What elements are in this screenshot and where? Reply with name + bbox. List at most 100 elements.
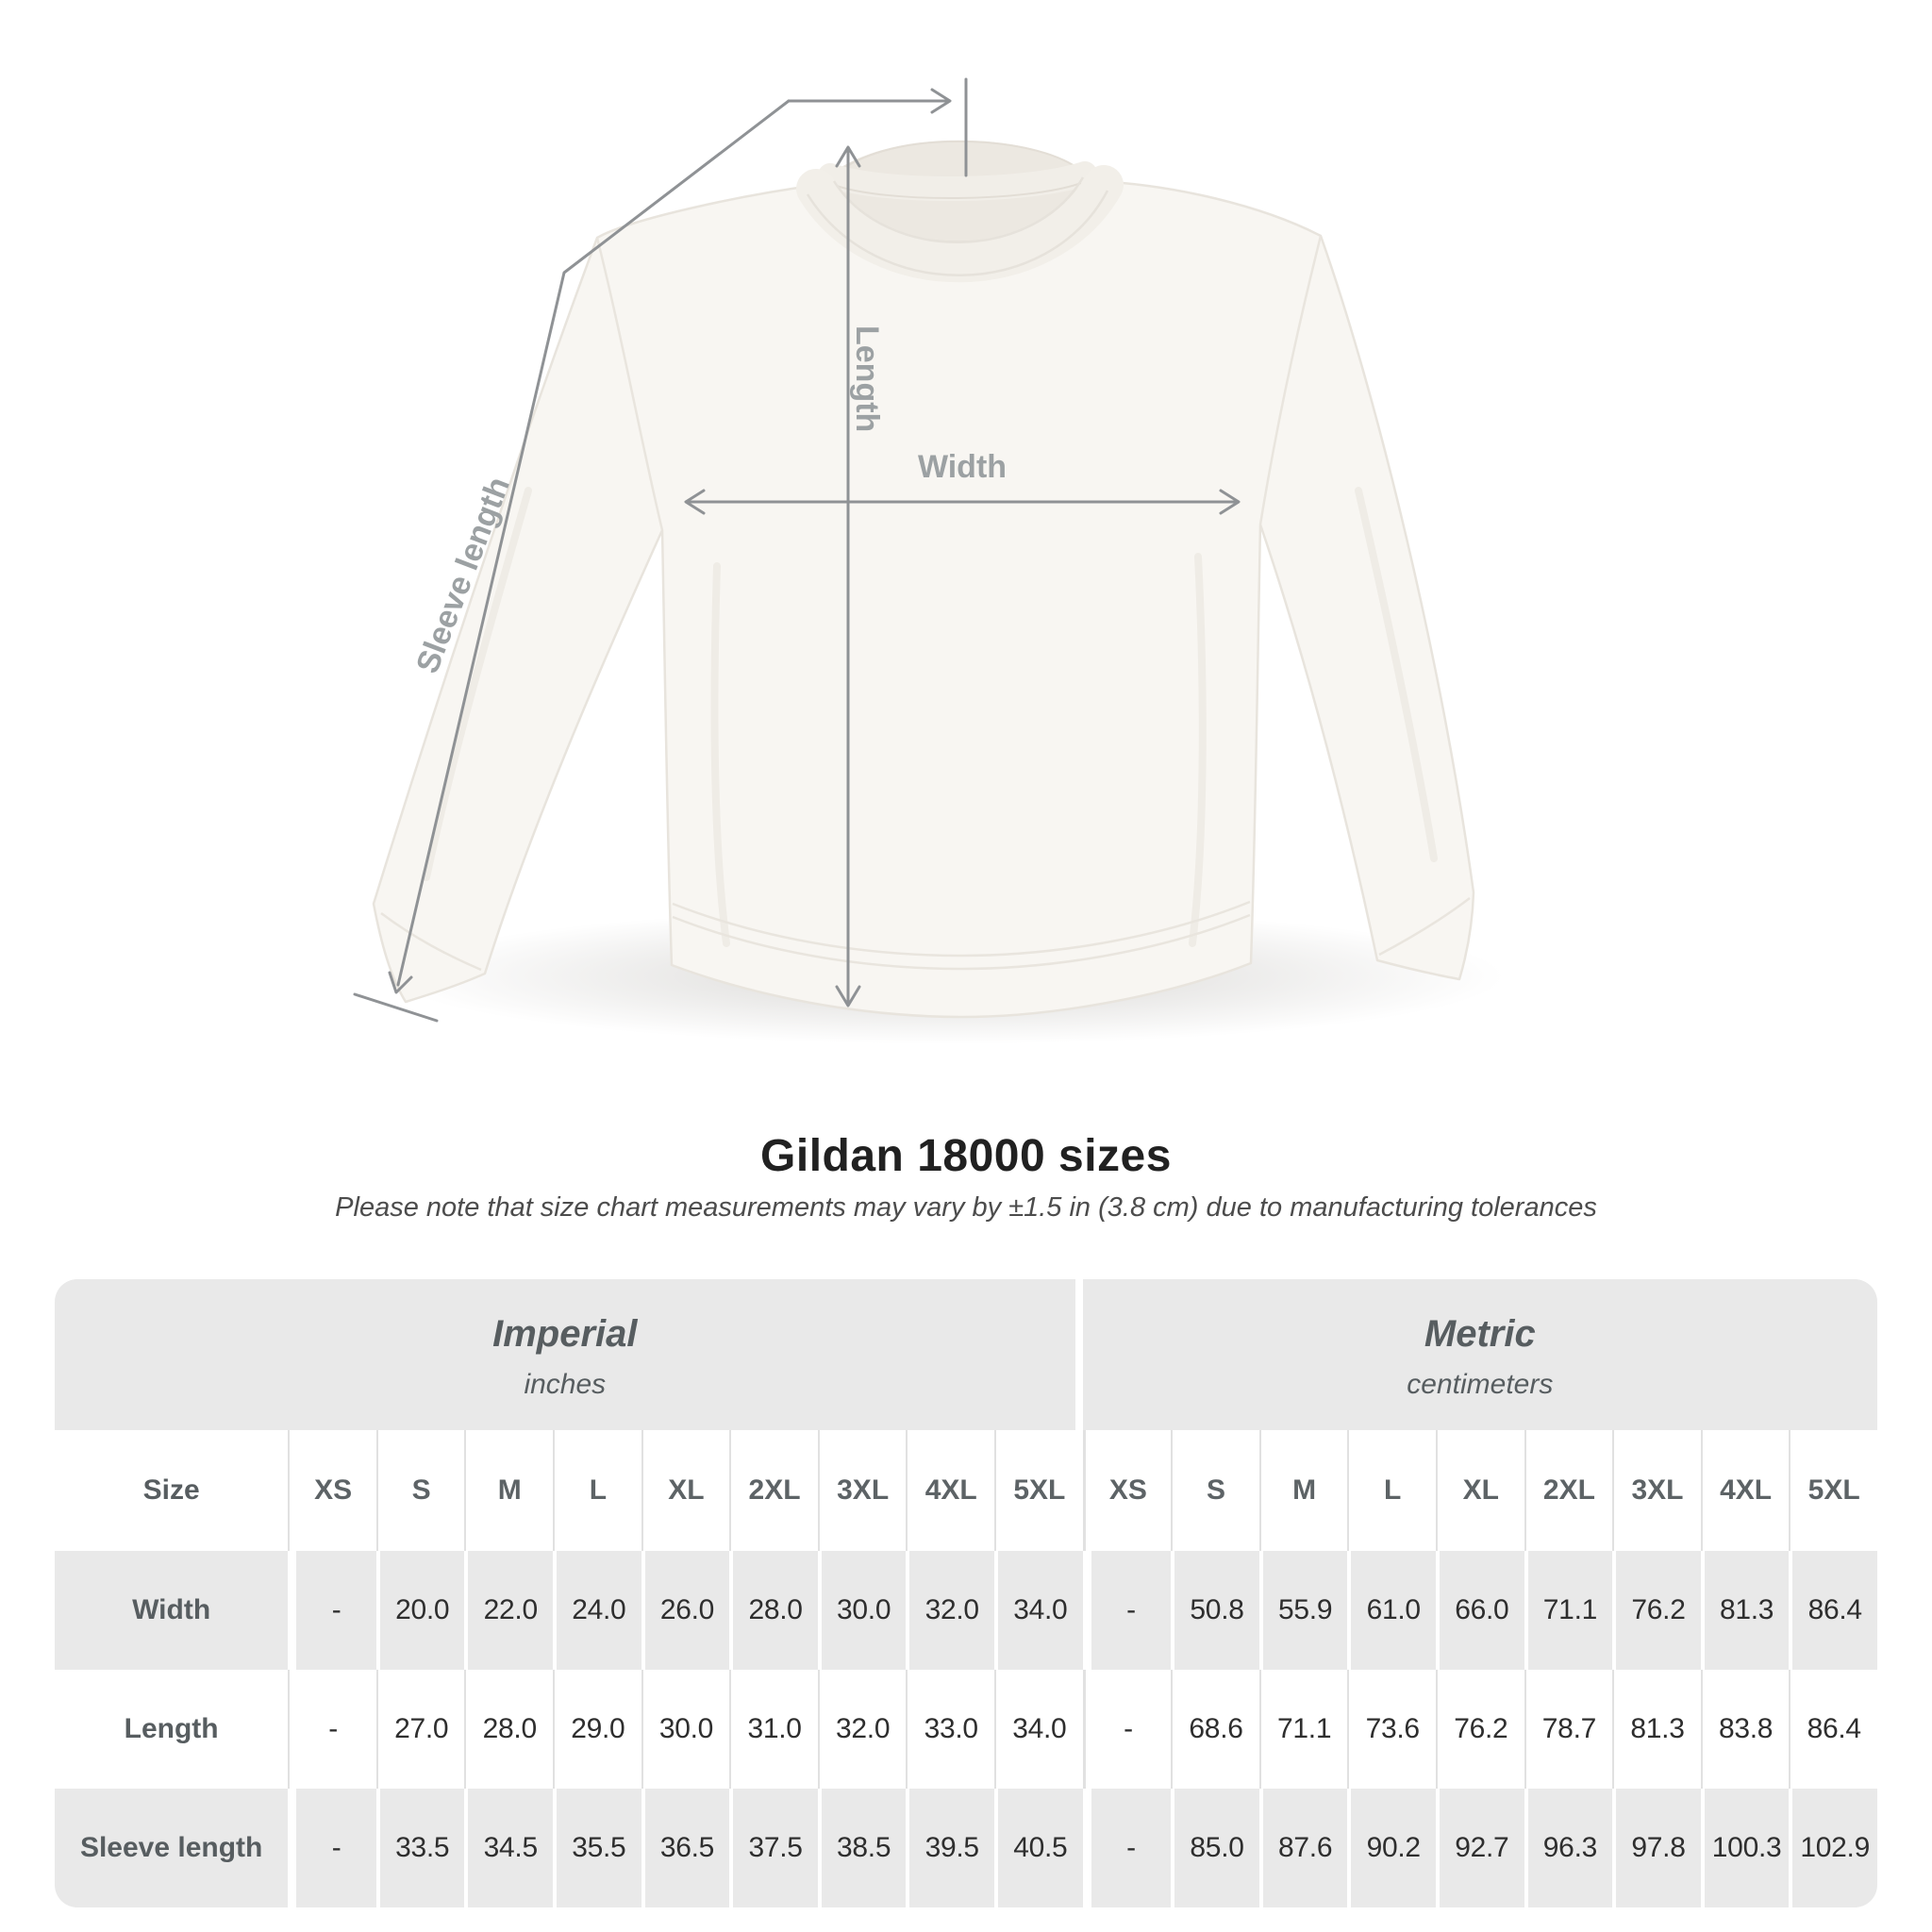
metric-value-cell: 83.8	[1700, 1670, 1790, 1789]
row-label: Width	[132, 1594, 211, 1625]
right-cuff-seam	[1378, 897, 1471, 957]
metric-size-header: 3XL	[1612, 1430, 1701, 1551]
metric-value-cell: 78.7	[1524, 1670, 1613, 1789]
metric-value-cell: 97.8	[1612, 1789, 1701, 1907]
imperial-size-header: L	[553, 1430, 641, 1551]
metric-value-cell: 87.6	[1258, 1789, 1348, 1907]
metric-value-cell: 81.3	[1612, 1670, 1701, 1789]
imperial-size-header: 2XL	[729, 1430, 818, 1551]
metric-unit: centimeters	[1407, 1368, 1554, 1400]
imperial-size-header: XS	[288, 1430, 376, 1551]
hem-seam	[672, 900, 1251, 958]
imperial-value-cell: 28.0	[729, 1551, 818, 1670]
metric-value-cell: -	[1082, 1551, 1172, 1670]
sleeve-length-row: Sleeve length -33.5 34.5 35.5 36.5 37.5 38.5 39…	[55, 1789, 1877, 1907]
metric-value-cell: 96.3	[1524, 1789, 1613, 1907]
width-label: Width	[918, 449, 1007, 485]
imperial-value-cell: 20.0	[375, 1551, 465, 1670]
metric-value-cell: 86.4	[1789, 1670, 1877, 1789]
metric-value-cell: 50.8	[1171, 1551, 1259, 1670]
metric-size-header: M	[1258, 1430, 1348, 1551]
metric-size-header: XL	[1436, 1430, 1524, 1551]
right-armhole-seam	[1258, 235, 1323, 525]
imperial-value-cell: 34.0	[994, 1551, 1083, 1670]
metric-size-header: 2XL	[1524, 1430, 1613, 1551]
imperial-value-cell: 33.0	[906, 1670, 994, 1789]
metric-value-cell: 102.9	[1789, 1789, 1877, 1907]
unit-group-row: Imperial inches Metric centimeters	[55, 1279, 1877, 1430]
left-armhole-seam	[595, 237, 664, 531]
imperial-value-cell: 27.0	[375, 1670, 465, 1789]
metric-size-header: 4XL	[1700, 1430, 1790, 1551]
sleeve-length-arrow	[353, 77, 968, 1023]
imperial-value-cell: 31.0	[729, 1670, 818, 1789]
sweatshirt-graphic	[372, 140, 1475, 1019]
metric-value-cell: -	[1082, 1670, 1172, 1789]
metric-value-cell: 73.6	[1347, 1670, 1436, 1789]
width-row: Width -20.0 22.0 24.0 26.0 28.0 30.0 32.0 34.0-5…	[55, 1551, 1877, 1670]
metric-size-header: 5XL	[1789, 1430, 1877, 1551]
imperial-value-cell: 36.5	[641, 1789, 730, 1907]
row-label: Sleeve length	[79, 1832, 263, 1863]
imperial-value-cell: 34.5	[464, 1789, 553, 1907]
metric-value-cell: 92.7	[1436, 1789, 1524, 1907]
imperial-value-cell: -	[288, 1789, 376, 1907]
imperial-group-header: Imperial inches	[55, 1279, 1075, 1430]
metric-group-header: Metric centimeters	[1082, 1279, 1877, 1430]
sweatshirt-diagram: Length Width Sleeve length	[353, 77, 1505, 1044]
imperial-value-cell: 35.5	[553, 1789, 641, 1907]
imperial-value-cell: 34.0	[994, 1670, 1083, 1789]
imperial-size-header: 3XL	[817, 1430, 907, 1551]
metric-value-cell: 55.9	[1258, 1551, 1348, 1670]
metric-value-cell: 86.4	[1789, 1551, 1877, 1670]
imperial-value-cell: 37.5	[729, 1789, 818, 1907]
tolerance-note: Please note that size chart measurements…	[335, 1192, 1597, 1223]
metric-value-cell: 76.2	[1436, 1670, 1524, 1789]
size-corner-label: Size	[142, 1474, 200, 1506]
row-label: Length	[124, 1713, 219, 1744]
metric-size-header: XS	[1082, 1430, 1172, 1551]
imperial-size-header: M	[464, 1430, 553, 1551]
imperial-value-cell: 40.5	[994, 1789, 1083, 1907]
imperial-value-cell: 24.0	[553, 1551, 641, 1670]
collar	[796, 140, 1124, 283]
metric-value-cell: 66.0	[1436, 1551, 1524, 1670]
imperial-unit: inches	[524, 1368, 607, 1400]
size-header-row: Size XS S M L XL 2XL 3XL 4XL 5XL XS S M L XL 2XL 3XL 4XL 5…	[55, 1430, 1877, 1551]
metric-value-cell: 100.3	[1700, 1789, 1790, 1907]
size-table: Imperial inches Metric centimeters Size X…	[55, 1279, 1877, 1907]
imperial-size-header: 5XL	[994, 1430, 1083, 1551]
length-arrow	[835, 145, 861, 1008]
imperial-value-cell: 22.0	[464, 1551, 553, 1670]
imperial-value-cell: 33.5	[375, 1789, 465, 1907]
imperial-value-cell: 28.0	[464, 1670, 553, 1789]
metric-value-cell: 85.0	[1171, 1789, 1259, 1907]
metric-title: Metric	[1424, 1312, 1536, 1355]
imperial-value-cell: 32.0	[817, 1670, 907, 1789]
imperial-value-cell: 32.0	[906, 1551, 994, 1670]
imperial-value-cell: -	[288, 1551, 376, 1670]
imperial-title: Imperial	[492, 1312, 638, 1355]
imperial-value-cell: 26.0	[641, 1551, 730, 1670]
page-title: Gildan 18000 sizes	[760, 1131, 1172, 1181]
metric-value-cell: 90.2	[1347, 1789, 1436, 1907]
metric-value-cell: 68.6	[1171, 1670, 1259, 1789]
metric-size-header: L	[1347, 1430, 1436, 1551]
metric-value-cell: 71.1	[1524, 1551, 1613, 1670]
metric-value-cell: 61.0	[1347, 1551, 1436, 1670]
imperial-value-cell: 39.5	[906, 1789, 994, 1907]
imperial-size-header: XL	[641, 1430, 730, 1551]
left-cuff-seam	[380, 911, 482, 972]
imperial-value-cell: -	[288, 1670, 376, 1789]
imperial-value-cell: 38.5	[817, 1789, 907, 1907]
metric-value-cell: -	[1082, 1789, 1172, 1907]
length-row: Length -27.0 28.0 29.0 30.0 31.0 32.0 33.0 34.0-…	[55, 1670, 1877, 1789]
metric-value-cell: 71.1	[1258, 1670, 1348, 1789]
metric-size-header: S	[1171, 1430, 1259, 1551]
length-label: Length	[849, 325, 885, 432]
width-arrow	[684, 489, 1241, 515]
metric-value-cell: 76.2	[1612, 1551, 1701, 1670]
metric-value-cell: 81.3	[1700, 1551, 1790, 1670]
imperial-size-header: 4XL	[906, 1430, 994, 1551]
